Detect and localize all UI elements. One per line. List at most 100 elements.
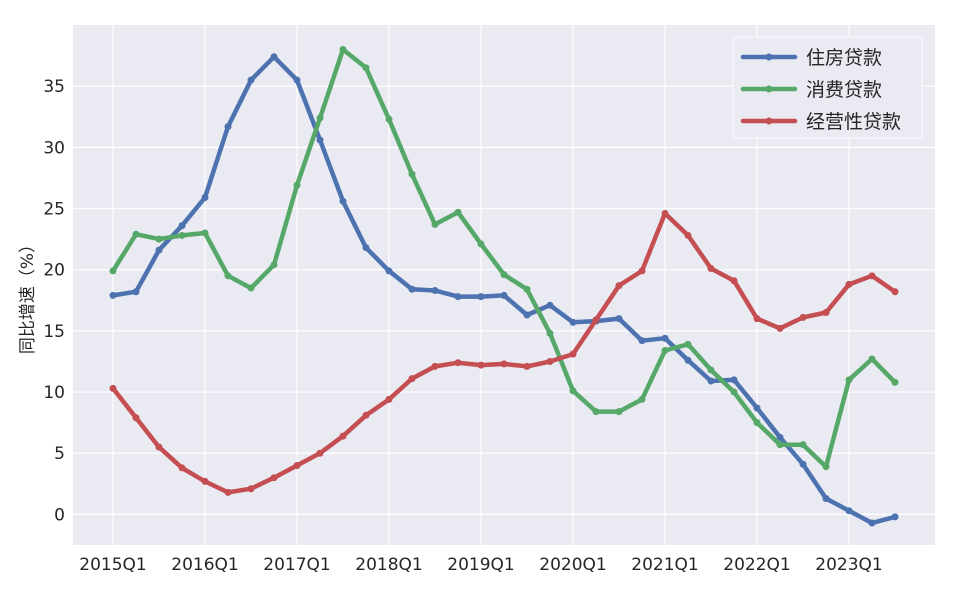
data-point — [316, 114, 324, 122]
data-point — [477, 361, 485, 369]
data-point — [224, 123, 232, 131]
y-tick-label: 0 — [54, 505, 65, 525]
data-point — [638, 267, 646, 275]
y-tick-label: 10 — [43, 383, 65, 403]
legend-box — [732, 36, 923, 139]
data-point — [822, 309, 830, 317]
data-point — [684, 340, 692, 348]
legend-label: 经营性贷款 — [806, 111, 901, 133]
data-point — [155, 246, 163, 254]
data-point — [684, 356, 692, 364]
data-point — [454, 293, 462, 301]
data-point — [132, 414, 140, 422]
x-tick-label: 2020Q1 — [539, 555, 606, 575]
data-point — [454, 359, 462, 367]
data-point — [155, 235, 163, 243]
x-axis: 2015Q1 2016Q1 2017Q1 2018Q1 2019Q1 2020Q1 2021… — [79, 555, 882, 575]
data-point — [247, 485, 255, 493]
data-point — [339, 45, 347, 53]
data-point — [569, 350, 577, 358]
data-point — [408, 375, 416, 383]
data-point — [362, 411, 370, 419]
data-point — [178, 222, 186, 230]
data-point — [868, 272, 876, 280]
data-point — [224, 488, 232, 496]
data-point — [868, 519, 876, 527]
data-point — [454, 208, 462, 216]
data-point — [385, 395, 393, 403]
legend-marker — [765, 53, 773, 61]
data-point — [109, 291, 117, 299]
y-tick-label: 35 — [43, 77, 65, 97]
data-point — [546, 357, 554, 365]
data-point — [891, 378, 899, 386]
data-point — [891, 513, 899, 521]
data-point — [799, 313, 807, 321]
data-point — [753, 315, 761, 323]
y-axis: 0 5 10 15 20 25 30 35 — [43, 77, 65, 525]
data-point — [891, 288, 899, 296]
y-axis-label: 同比增速（%） — [18, 236, 38, 354]
data-point — [592, 408, 600, 416]
data-point — [408, 170, 416, 178]
data-point — [753, 419, 761, 427]
data-point — [270, 53, 278, 61]
x-tick-label: 2017Q1 — [263, 555, 330, 575]
data-point — [362, 244, 370, 252]
data-point — [776, 324, 784, 332]
y-tick-label: 15 — [43, 322, 65, 342]
data-point — [431, 362, 439, 370]
data-point — [753, 404, 761, 412]
data-point — [201, 477, 209, 485]
data-point — [615, 282, 623, 290]
data-point — [293, 76, 301, 84]
data-point — [247, 284, 255, 292]
data-point — [109, 267, 117, 275]
data-point — [799, 441, 807, 449]
data-point — [385, 115, 393, 123]
data-point — [293, 461, 301, 469]
data-point — [707, 377, 715, 385]
data-point — [822, 495, 830, 503]
data-point — [868, 355, 876, 363]
data-point — [615, 408, 623, 416]
data-point — [730, 388, 738, 396]
data-point — [178, 464, 186, 472]
legend-item: 住房贷款 — [740, 47, 882, 69]
data-point — [270, 474, 278, 482]
x-tick-label: 2016Q1 — [171, 555, 238, 575]
data-point — [270, 261, 278, 269]
data-point — [569, 387, 577, 395]
data-point — [845, 376, 853, 384]
legend-marker — [765, 117, 773, 125]
data-point — [845, 507, 853, 515]
data-point — [477, 293, 485, 301]
legend-label: 消费贷款 — [806, 79, 882, 101]
data-point — [408, 285, 416, 293]
data-point — [500, 271, 508, 279]
data-point — [569, 318, 577, 326]
data-point — [431, 287, 439, 295]
series-2 — [109, 209, 899, 496]
data-point — [799, 460, 807, 468]
data-point — [201, 194, 209, 202]
data-point — [500, 360, 508, 368]
data-point — [523, 362, 531, 370]
data-point — [523, 285, 531, 293]
data-point — [776, 441, 784, 449]
data-point — [523, 311, 531, 319]
data-point — [707, 366, 715, 374]
data-point — [293, 181, 301, 189]
y-tick-label: 20 — [43, 261, 65, 281]
data-point — [592, 316, 600, 324]
series-layer — [109, 45, 899, 527]
y-tick-label: 25 — [43, 200, 65, 220]
data-point — [201, 229, 209, 237]
legend-item: 经营性贷款 — [740, 111, 901, 133]
x-tick-label: 2021Q1 — [631, 555, 698, 575]
x-tick-label: 2022Q1 — [723, 555, 790, 575]
data-point — [730, 277, 738, 285]
data-point — [661, 346, 669, 354]
